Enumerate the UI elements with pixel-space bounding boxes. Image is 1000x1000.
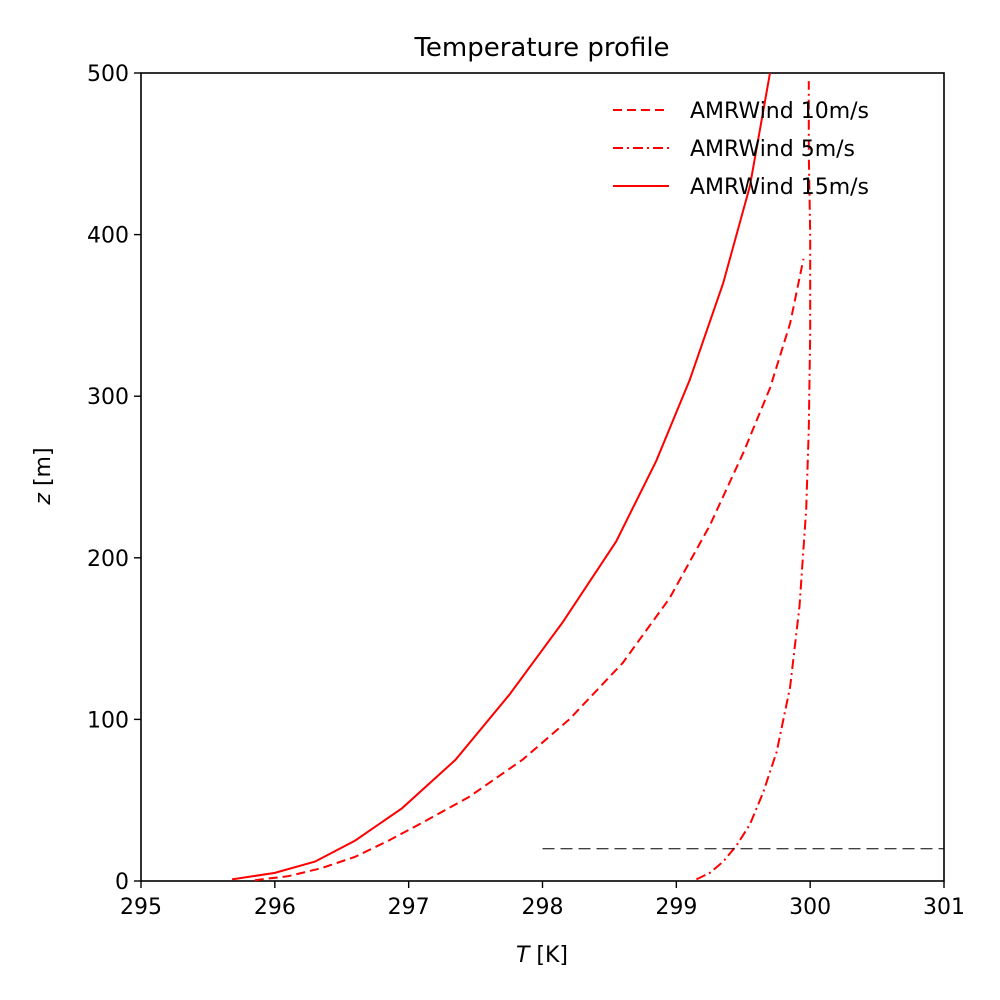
y-axis-unit: [m] <box>31 447 56 493</box>
y-tick-label: 200 <box>87 547 129 572</box>
y-axis-var: z <box>31 493 56 506</box>
y-axis: 0 100 200 300 400 500 <box>87 62 141 895</box>
plot-area: 295 296 297 298 299 300 301 0 100 200 300 400 500 <box>87 62 965 920</box>
x-tick-label: 300 <box>789 895 831 920</box>
y-tick-label: 0 <box>115 870 129 895</box>
x-axis-title: T [K] <box>516 943 568 968</box>
x-axis: 295 296 297 298 299 300 301 <box>120 881 965 920</box>
x-axis-var: T <box>516 943 531 968</box>
y-tick-label: 100 <box>87 708 129 733</box>
series-layer <box>231 72 944 882</box>
legend-label: AMRWind 5m/s <box>690 137 855 162</box>
series-line-amrwind-15m-s <box>231 72 771 881</box>
x-tick-label: 301 <box>923 895 965 920</box>
y-tick-label: 500 <box>87 62 129 87</box>
legend-label: AMRWind 15m/s <box>690 175 869 200</box>
x-tick-label: 298 <box>522 895 564 920</box>
x-tick-label: 297 <box>388 895 430 920</box>
y-tick-label: 300 <box>87 385 129 410</box>
series-line-amrwind-5m-s <box>695 81 812 881</box>
x-tick-label: 295 <box>120 895 162 920</box>
x-tick-label: 296 <box>254 895 296 920</box>
y-tick-label: 400 <box>87 224 129 249</box>
chart-title: Temperature profile <box>413 33 669 63</box>
y-axis-title: z [m] <box>31 447 56 505</box>
legend: AMRWind 10m/s AMRWind 5m/s AMRWind 15m/s <box>613 99 869 200</box>
x-tick-label: 299 <box>655 895 697 920</box>
x-axis-unit: [K] <box>529 943 568 968</box>
series-line-amrwind-10m-s <box>254 258 805 882</box>
legend-label: AMRWind 10m/s <box>690 99 869 124</box>
